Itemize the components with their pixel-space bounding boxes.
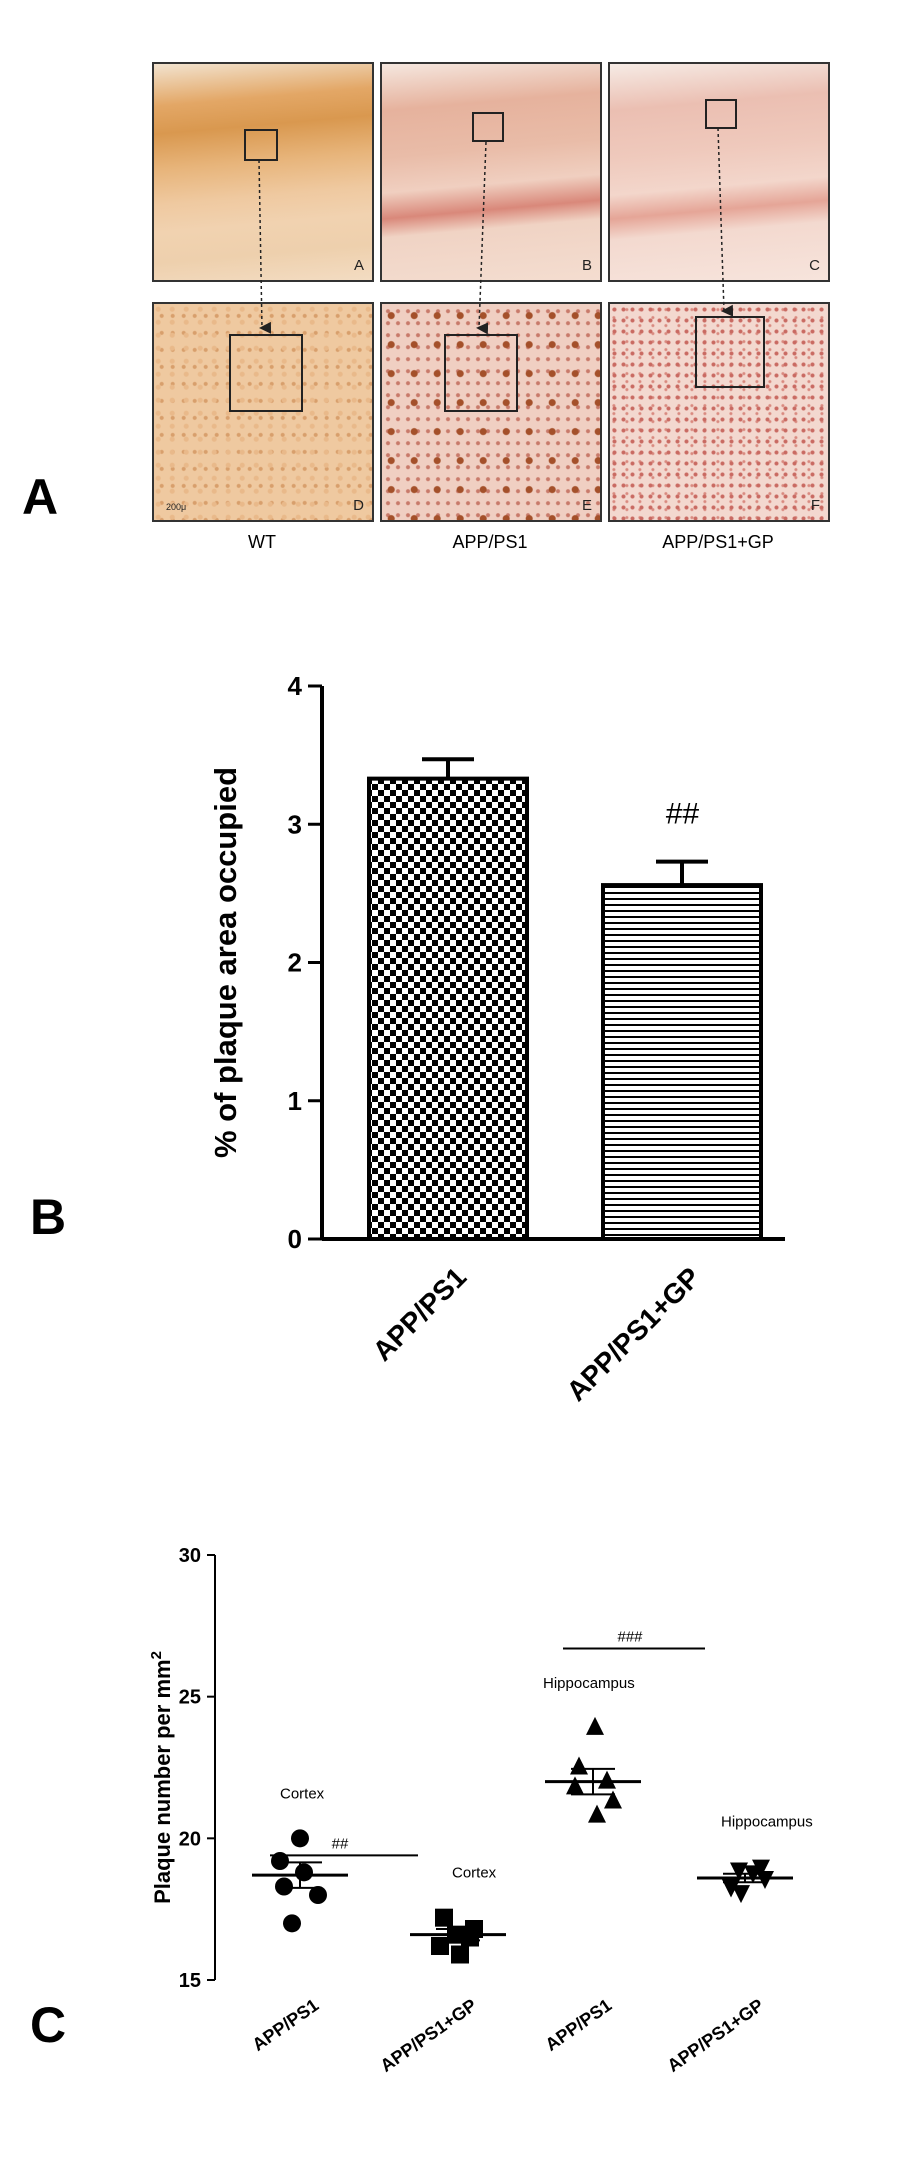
micrograph-sublabel: B	[581, 257, 592, 274]
x-tick-label: APP/PS1+GP	[664, 1995, 768, 2076]
x-tick-label: APP/PS1+GP	[377, 1995, 481, 2076]
data-point	[275, 1877, 293, 1896]
connector-arrow	[258, 159, 272, 334]
significance-annotation: ##	[665, 798, 699, 831]
x-tick-label: APP/PS1	[542, 1995, 616, 2055]
micrograph-roi-box	[244, 129, 278, 161]
micrograph-roi-box	[705, 99, 737, 129]
y-tick-label: 20	[179, 1828, 201, 1850]
region-label: Hippocampus	[721, 1814, 813, 1831]
x-tick-label: APP/PS1	[367, 1261, 473, 1367]
data-point	[756, 1871, 774, 1889]
micrograph-roi-box	[229, 334, 303, 412]
bar-chart-plaque-area: 0 1 2 3 4 % of plaque area occupied APP/PS1 APP…	[208, 671, 785, 1407]
y-tick-label: 3	[288, 809, 302, 839]
micrograph-roi-box	[444, 334, 518, 412]
y-tick-label: 0	[288, 1224, 302, 1254]
data-point	[598, 1770, 616, 1789]
bar	[601, 883, 763, 1242]
group-label-wt: WT	[248, 532, 276, 552]
data-point	[283, 1914, 301, 1933]
scatter-chart-plaque-number: 15 20 25 30 Plaque number per mm2 Cortex APP/P…	[148, 1545, 813, 2076]
connector-arrow	[476, 141, 489, 335]
micrograph-sublabel: F	[810, 497, 820, 514]
y-axis-title: Plaque number per mm2	[148, 1651, 175, 1904]
data-point	[604, 1790, 622, 1809]
micrograph-app-ps1-high-mag: E	[380, 302, 602, 522]
data-point	[431, 1937, 449, 1955]
micrograph-app-ps1-low-mag: B	[380, 62, 602, 282]
data-point	[309, 1886, 327, 1904]
significance-annotation: ###	[617, 1629, 643, 1646]
bar	[367, 776, 529, 1241]
data-point	[451, 1945, 469, 1964]
y-tick-label: 15	[179, 1970, 201, 1992]
data-point	[291, 1829, 309, 1848]
y-axis-title: % of plaque area occupied	[208, 767, 243, 1158]
data-point	[461, 1928, 479, 1947]
micrograph-wt-high-mag: 200μ D	[152, 302, 374, 522]
micrograph-sublabel: E	[581, 497, 592, 514]
significance-annotation: ##	[332, 1835, 349, 1852]
data-point	[730, 1862, 748, 1881]
micrograph-sublabel: A	[353, 257, 364, 274]
data-point	[566, 1776, 584, 1795]
y-tick-label: 4	[288, 671, 303, 701]
region-label: Cortex	[280, 1785, 325, 1802]
data-point	[295, 1863, 313, 1882]
data-point	[570, 1756, 588, 1775]
panel-a-connector-arrows	[258, 127, 734, 335]
x-tick-label: APP/PS1	[249, 1995, 323, 2055]
panel-a-label: A	[22, 469, 59, 525]
data-point	[752, 1859, 770, 1878]
micrograph-roi-box	[472, 112, 504, 142]
y-tick-label: 25	[179, 1687, 201, 1709]
x-tick-label: APP/PS1+GP	[561, 1261, 707, 1407]
data-point	[722, 1879, 740, 1898]
y-tick-label: 1	[288, 1086, 302, 1116]
connector-arrow	[717, 127, 734, 317]
y-axis-title-text: Plaque number per mm	[150, 1659, 175, 1904]
scale-bar: 200μ	[166, 502, 187, 512]
data-point	[271, 1852, 289, 1870]
y-tick-label: 2	[288, 948, 302, 978]
micrograph-app-ps1-gp-high-mag: F	[608, 302, 830, 522]
y-axis-title-superscript: 2	[148, 1651, 165, 1659]
data-point	[732, 1885, 750, 1904]
data-point	[435, 1908, 453, 1927]
group-label-app-ps1-gp: APP/PS1+GP	[662, 532, 774, 552]
group-label-app-ps1: APP/PS1	[452, 532, 528, 552]
data-point	[586, 1716, 604, 1735]
y-tick-label: 30	[179, 1545, 201, 1567]
region-label: Hippocampus	[543, 1675, 635, 1692]
micrograph-sublabel: C	[809, 257, 820, 274]
panel-c-label: C	[30, 1997, 67, 2053]
micrograph-sublabel: D	[353, 497, 364, 514]
micrograph-roi-box	[695, 316, 765, 388]
micrograph-wt-low-mag: A	[152, 62, 374, 282]
region-label: Cortex	[452, 1865, 497, 1882]
panel-b-label: B	[30, 1189, 67, 1245]
data-point	[588, 1804, 606, 1823]
